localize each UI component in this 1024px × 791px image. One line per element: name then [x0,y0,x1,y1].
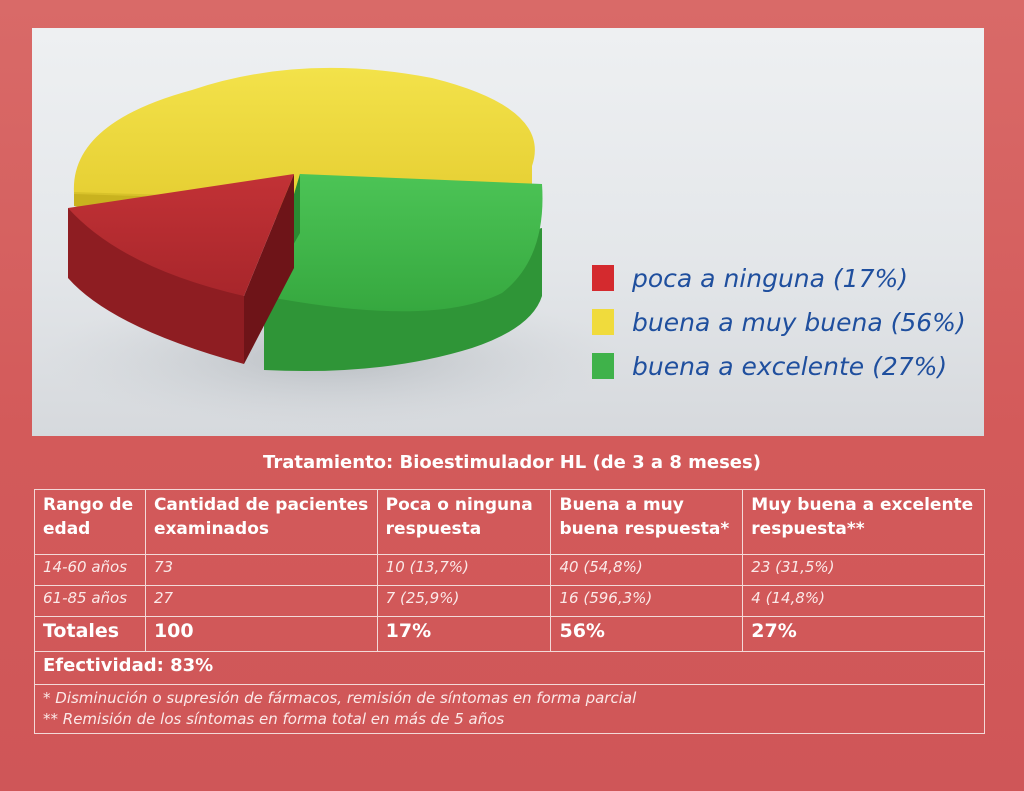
table-title: Tratamiento: Bioestimulador HL (de 3 a 8… [263,452,761,473]
totals-cell: 17% [376,616,552,652]
legend-item: poca a ninguna (17%) [592,256,966,300]
efectividad-row: Efectividad: 83% [34,651,985,685]
pie-chart-photo: poca a ninguna (17%) buena a muy buena (… [32,28,984,436]
header-poca: Poca o ninguna respuesta [376,489,552,555]
legend-item: buena a excelente (27%) [592,344,966,388]
legend-item: buena a muy buena (56%) [592,300,966,344]
table-cell: 73 [144,554,378,586]
notes-cell: * Disminución o supresión de fármacos, r… [34,684,985,734]
totals-cell: 56% [550,616,744,652]
table-cell: 7 (25,9%) [376,585,552,617]
pie-slice-poca-a-ninguna [68,174,294,364]
chart-legend: poca a ninguna (17%) buena a muy buena (… [592,256,966,388]
table-cell: 16 (596,3%) [550,585,744,617]
totals-cell: 27% [742,616,985,652]
totals-label: Totales [34,616,146,652]
footnote: ** Remisión de los síntomas en forma tot… [43,710,505,728]
table-cell: 61-85 años [34,585,146,617]
table-header-row: Rango de edad Cantidad de pacientes exam… [34,489,985,555]
footnote: * Disminución o supresión de fármacos, r… [43,689,637,707]
totals-row: Totales 100 17% 56% 27% [34,616,985,652]
notes-row: * Disminución o supresión de fármacos, r… [34,684,985,734]
results-table: Rango de edad Cantidad de pacientes exam… [34,489,985,734]
legend-swatch-yellow [592,309,614,335]
header-muy-buena: Muy buena a excelente respuesta** [742,489,985,555]
legend-swatch-red [592,265,614,291]
table-cell: 14-60 años [34,554,146,586]
legend-label: buena a excelente (27%) [632,351,948,381]
legend-swatch-green [592,353,614,379]
legend-label: poca a ninguna (17%) [632,263,908,293]
table-cell: 27 [144,585,378,617]
table-cell: 40 (54,8%) [550,554,744,586]
header-rango-edad: Rango de edad [34,489,146,555]
table-cell: 4 (14,8%) [742,585,985,617]
efectividad-cell: Efectividad: 83% [34,651,985,685]
header-buena: Buena a muy buena respuesta* [550,489,744,555]
legend-label: buena a muy buena (56%) [632,307,966,337]
table-row: 61-85 años 27 7 (25,9%) 16 (596,3%) 4 (1… [34,585,985,617]
table-cell: 23 (31,5%) [742,554,985,586]
pie-chart [42,67,622,428]
header-cantidad: Cantidad de pacientes examinados [144,489,378,555]
totals-cell: 100 [144,616,378,652]
table-cell: 10 (13,7%) [376,554,552,586]
table-row: 14-60 años 73 10 (13,7%) 40 (54,8%) 23 (… [34,554,985,586]
